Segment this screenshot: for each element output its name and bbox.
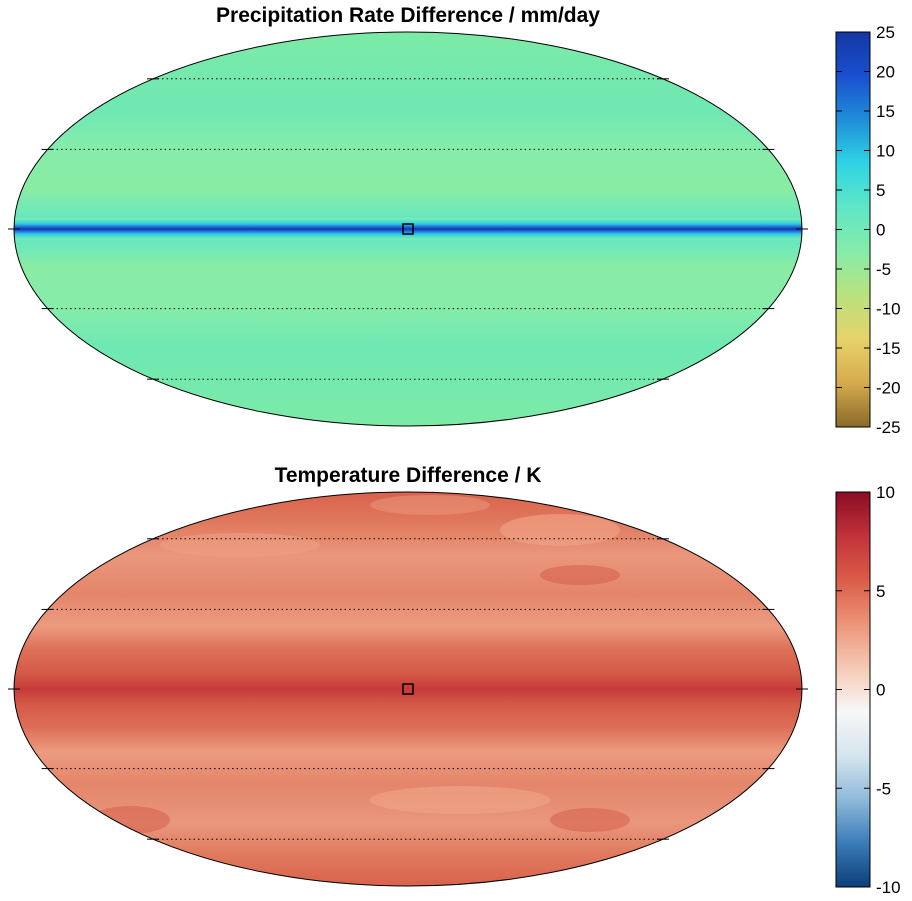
colorbar-tick-label: -20: [876, 379, 901, 398]
colorbar-tick-label: 15: [876, 102, 895, 121]
colorbar-tick-label: 10: [876, 483, 895, 502]
colorbar-tick-label: 10: [876, 142, 895, 161]
precip-marker-box: [402, 223, 414, 235]
precip-map: [8, 32, 808, 427]
temp-map: [8, 492, 808, 887]
colorbar-tick-label: -10: [876, 878, 901, 897]
precip-colorbar: 25 20 15 10 5 0 -5 -10 -15 -20 -25: [835, 23, 901, 437]
precip-graticule: [48, 79, 769, 380]
colorbar-tick-label: -5: [876, 779, 891, 798]
temp-chart-title: Temperature Difference / K: [274, 464, 542, 487]
temp-colorbar: 10 5 0 -5 -10: [835, 483, 901, 897]
precip-chart-title: Precipitation Rate Difference / mm/day: [216, 4, 600, 27]
colorbar-tick-label: 0: [876, 681, 885, 700]
precip-lat-ticks: [8, 78, 808, 380]
colorbar-tick-label: -5: [876, 260, 891, 279]
colorbar-tick-label: 25: [876, 23, 895, 42]
temp-graticule: [48, 539, 769, 840]
colorbar-tick-label: 20: [876, 63, 895, 82]
temp-marker-box: [402, 683, 414, 695]
colorbar-tick-label: -15: [876, 339, 901, 358]
colorbar-tick-label: 0: [876, 221, 885, 240]
temp-lat-ticks: [8, 538, 808, 840]
colorbar-tick-label: 5: [876, 582, 885, 601]
colorbar-tick-label: -25: [876, 418, 901, 437]
colorbar-tick-label: -10: [876, 300, 901, 319]
colorbar-tick-label: 5: [876, 181, 885, 200]
precip-equator-band: [14, 218, 802, 240]
